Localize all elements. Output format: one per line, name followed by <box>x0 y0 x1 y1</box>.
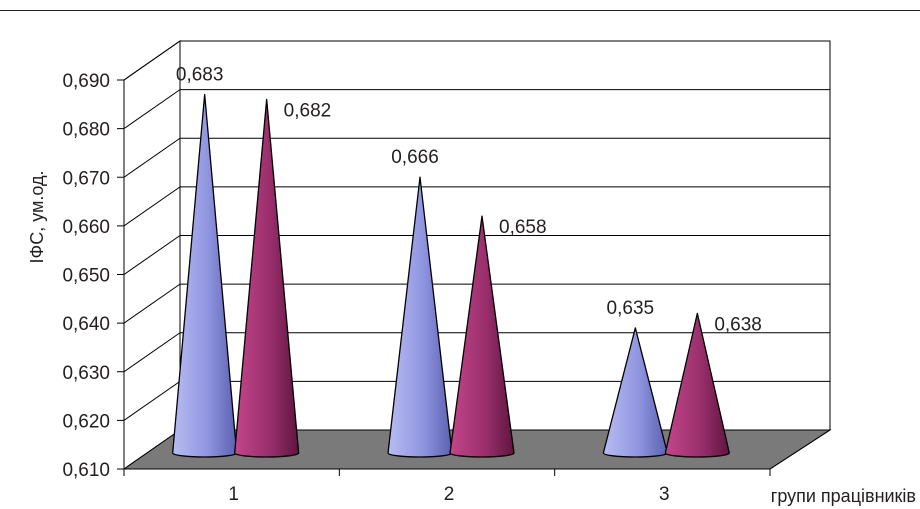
y-tick-label: 0,690 <box>62 71 110 92</box>
gridline-side <box>123 186 181 227</box>
gridline-side <box>123 380 181 421</box>
cone-series2-group3 <box>664 312 730 458</box>
data-label: 0,658 <box>499 217 547 238</box>
y-tick-label: 0,630 <box>62 363 110 384</box>
gridlines <box>123 40 830 421</box>
gridline-side <box>123 40 181 81</box>
data-label: 0,666 <box>391 147 439 168</box>
gridline-side <box>123 235 181 275</box>
y-tick-label: 0,670 <box>62 168 110 189</box>
y-axis-title: ІФС, ум.од. <box>27 171 47 264</box>
gridline-side <box>123 137 181 178</box>
gridline-side <box>123 283 181 324</box>
top-rule <box>0 10 920 11</box>
x-tick-label: 1 <box>228 484 239 505</box>
cones <box>172 93 730 458</box>
gridline-side <box>123 332 181 373</box>
cone-series2-group1 <box>234 98 300 458</box>
cone-series2-group2 <box>449 215 515 458</box>
data-label: 0,683 <box>176 65 224 86</box>
y-tick-label: 0,680 <box>62 120 110 141</box>
x-tick-label: 2 <box>444 484 455 505</box>
gridline-side <box>123 89 181 130</box>
x-ticks: 1 2 3 <box>123 469 771 505</box>
data-label: 0,682 <box>284 100 332 121</box>
y-ticks: 0,610 0,620 0,630 0,640 0,650 0,660 0,670 0,680… <box>62 71 124 481</box>
y-tick-label: 0,620 <box>62 411 110 432</box>
x-tick-label: 3 <box>659 484 670 505</box>
x-axis-title: групи працівників <box>771 486 916 506</box>
back-wall <box>123 40 831 470</box>
y-tick-label: 0,650 <box>62 266 110 287</box>
y-tick-label: 0,610 <box>62 460 110 481</box>
y-tick-label: 0,640 <box>62 314 110 335</box>
data-labels: 0,683 0,666 0,635 0,682 0,658 0,638 <box>176 65 762 336</box>
data-label: 0,635 <box>607 298 655 319</box>
floor-front-edge <box>769 429 831 470</box>
y-tick-label: 0,660 <box>62 217 110 238</box>
data-label: 0,638 <box>714 314 762 335</box>
